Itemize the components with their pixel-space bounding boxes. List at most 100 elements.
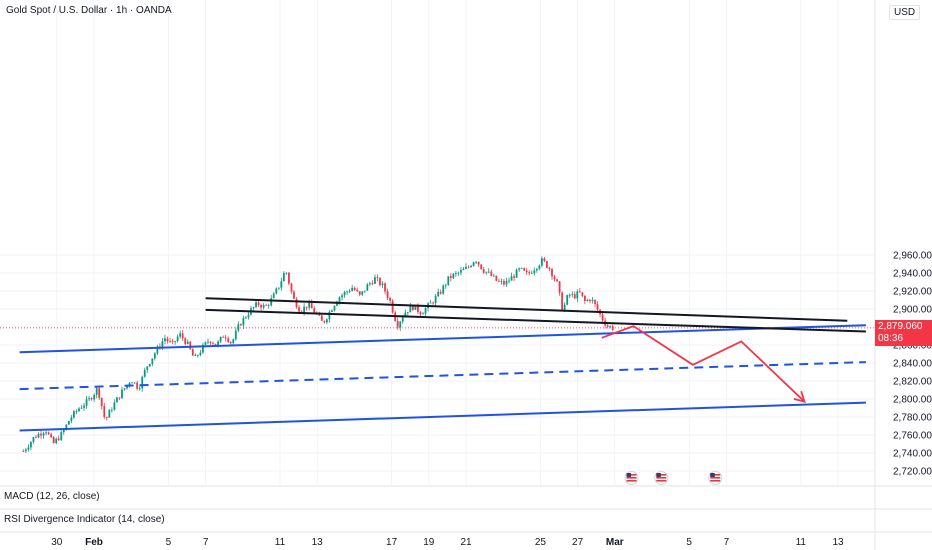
candle-body [80, 407, 83, 409]
candle-body [409, 305, 412, 313]
candle-body [442, 285, 445, 294]
candle-body [194, 355, 197, 357]
candle-body [376, 277, 379, 279]
candle-body [184, 338, 187, 344]
candle-body [131, 382, 133, 384]
candle-body [371, 283, 374, 285]
candle-body [118, 397, 121, 399]
candle-body [121, 389, 123, 399]
candle-body [313, 308, 316, 313]
currency-button[interactable]: USD [889, 5, 921, 20]
candle-body [229, 342, 232, 344]
y-tick-label: 2,820.000 [893, 377, 932, 388]
wedge-line-black[interactable] [205, 308, 866, 333]
candle-body [70, 417, 73, 421]
x-tick-label: 13 [832, 537, 844, 548]
channel-line-blue[interactable] [19, 324, 866, 354]
candle-body [100, 397, 103, 407]
x-tick-label: 7 [203, 537, 209, 548]
candle-body [78, 408, 80, 412]
candle-body [30, 441, 32, 448]
candle-body [234, 330, 237, 340]
candle-body [83, 405, 85, 408]
x-tick-label: Mar [606, 537, 624, 548]
candle-body [384, 283, 386, 292]
candle-body [346, 291, 349, 293]
candle-body [141, 376, 144, 389]
candle-body [538, 265, 541, 269]
candle-body [609, 326, 612, 328]
candle-body [55, 438, 58, 444]
candle-body [556, 279, 558, 282]
candle-body [548, 267, 551, 269]
candle-body [202, 344, 204, 353]
y-tick-label: 2,940.000 [893, 269, 932, 280]
candle-body [169, 341, 171, 342]
us-flag-icon[interactable] [624, 471, 639, 485]
candle-body [318, 313, 321, 316]
candle-body [589, 299, 591, 301]
y-tick-label: 2,720.000 [893, 467, 932, 478]
x-tick-label: 25 [535, 537, 547, 548]
y-tick-label: 2,960.000 [893, 251, 932, 262]
projection-path[interactable] [601, 325, 806, 403]
candle-body [535, 268, 538, 271]
candle-body [303, 306, 306, 313]
candle-body [110, 409, 113, 411]
candle-body [432, 302, 435, 304]
candle-body [379, 277, 381, 286]
candle-body [374, 277, 376, 284]
candle-body [161, 341, 164, 348]
candle-body [401, 317, 404, 322]
candle-body [88, 398, 90, 400]
x-tick-label: 21 [460, 537, 472, 548]
candle-body [523, 268, 526, 271]
channel-line-blue[interactable] [19, 401, 866, 432]
candle-body [414, 305, 417, 310]
candle-body [470, 265, 472, 267]
candle-body [434, 296, 437, 304]
candle-body [323, 320, 326, 323]
candle-body [368, 283, 371, 285]
candle-body [239, 324, 242, 326]
candle-body [497, 280, 500, 282]
candle-body [411, 305, 414, 310]
candle-body [348, 291, 351, 292]
candle-body [116, 397, 118, 403]
candle-body [389, 297, 392, 301]
candle-body [525, 270, 528, 273]
rsi-indicator-label[interactable]: RSI Divergence Indicator (14, close) [4, 514, 165, 525]
candle-body [65, 424, 68, 430]
candle-body [212, 343, 214, 344]
wedge-line-black[interactable] [205, 297, 848, 322]
channel-midline-dashed[interactable] [19, 361, 866, 391]
candle-body [181, 333, 184, 339]
candle-body [606, 325, 609, 327]
candle-body [22, 451, 25, 452]
us-flag-icon[interactable] [708, 471, 723, 485]
candle-body [460, 270, 462, 273]
candle-body [449, 276, 452, 278]
candle-body [454, 273, 457, 274]
candle-body [282, 273, 285, 282]
candle-body [361, 291, 364, 295]
candle-body [146, 366, 149, 370]
candle-body [40, 433, 42, 436]
candle-body [513, 276, 515, 278]
trend-lines[interactable] [19, 297, 866, 432]
candle-body [108, 410, 111, 418]
candle-body [452, 273, 455, 278]
y-tick-label: 2,860.000 [893, 341, 932, 352]
candle-body [308, 302, 311, 308]
candle-body [546, 261, 548, 268]
candle-body [490, 271, 493, 276]
us-flag-icon[interactable] [654, 471, 669, 485]
candle-body [95, 388, 98, 395]
macd-indicator-label[interactable]: MACD (12, 26, close) [4, 491, 100, 502]
candle-body [424, 308, 427, 314]
projection-arrow[interactable] [601, 325, 806, 403]
candle-body [128, 383, 131, 385]
candle-body [196, 355, 199, 356]
candle-body [255, 302, 257, 308]
